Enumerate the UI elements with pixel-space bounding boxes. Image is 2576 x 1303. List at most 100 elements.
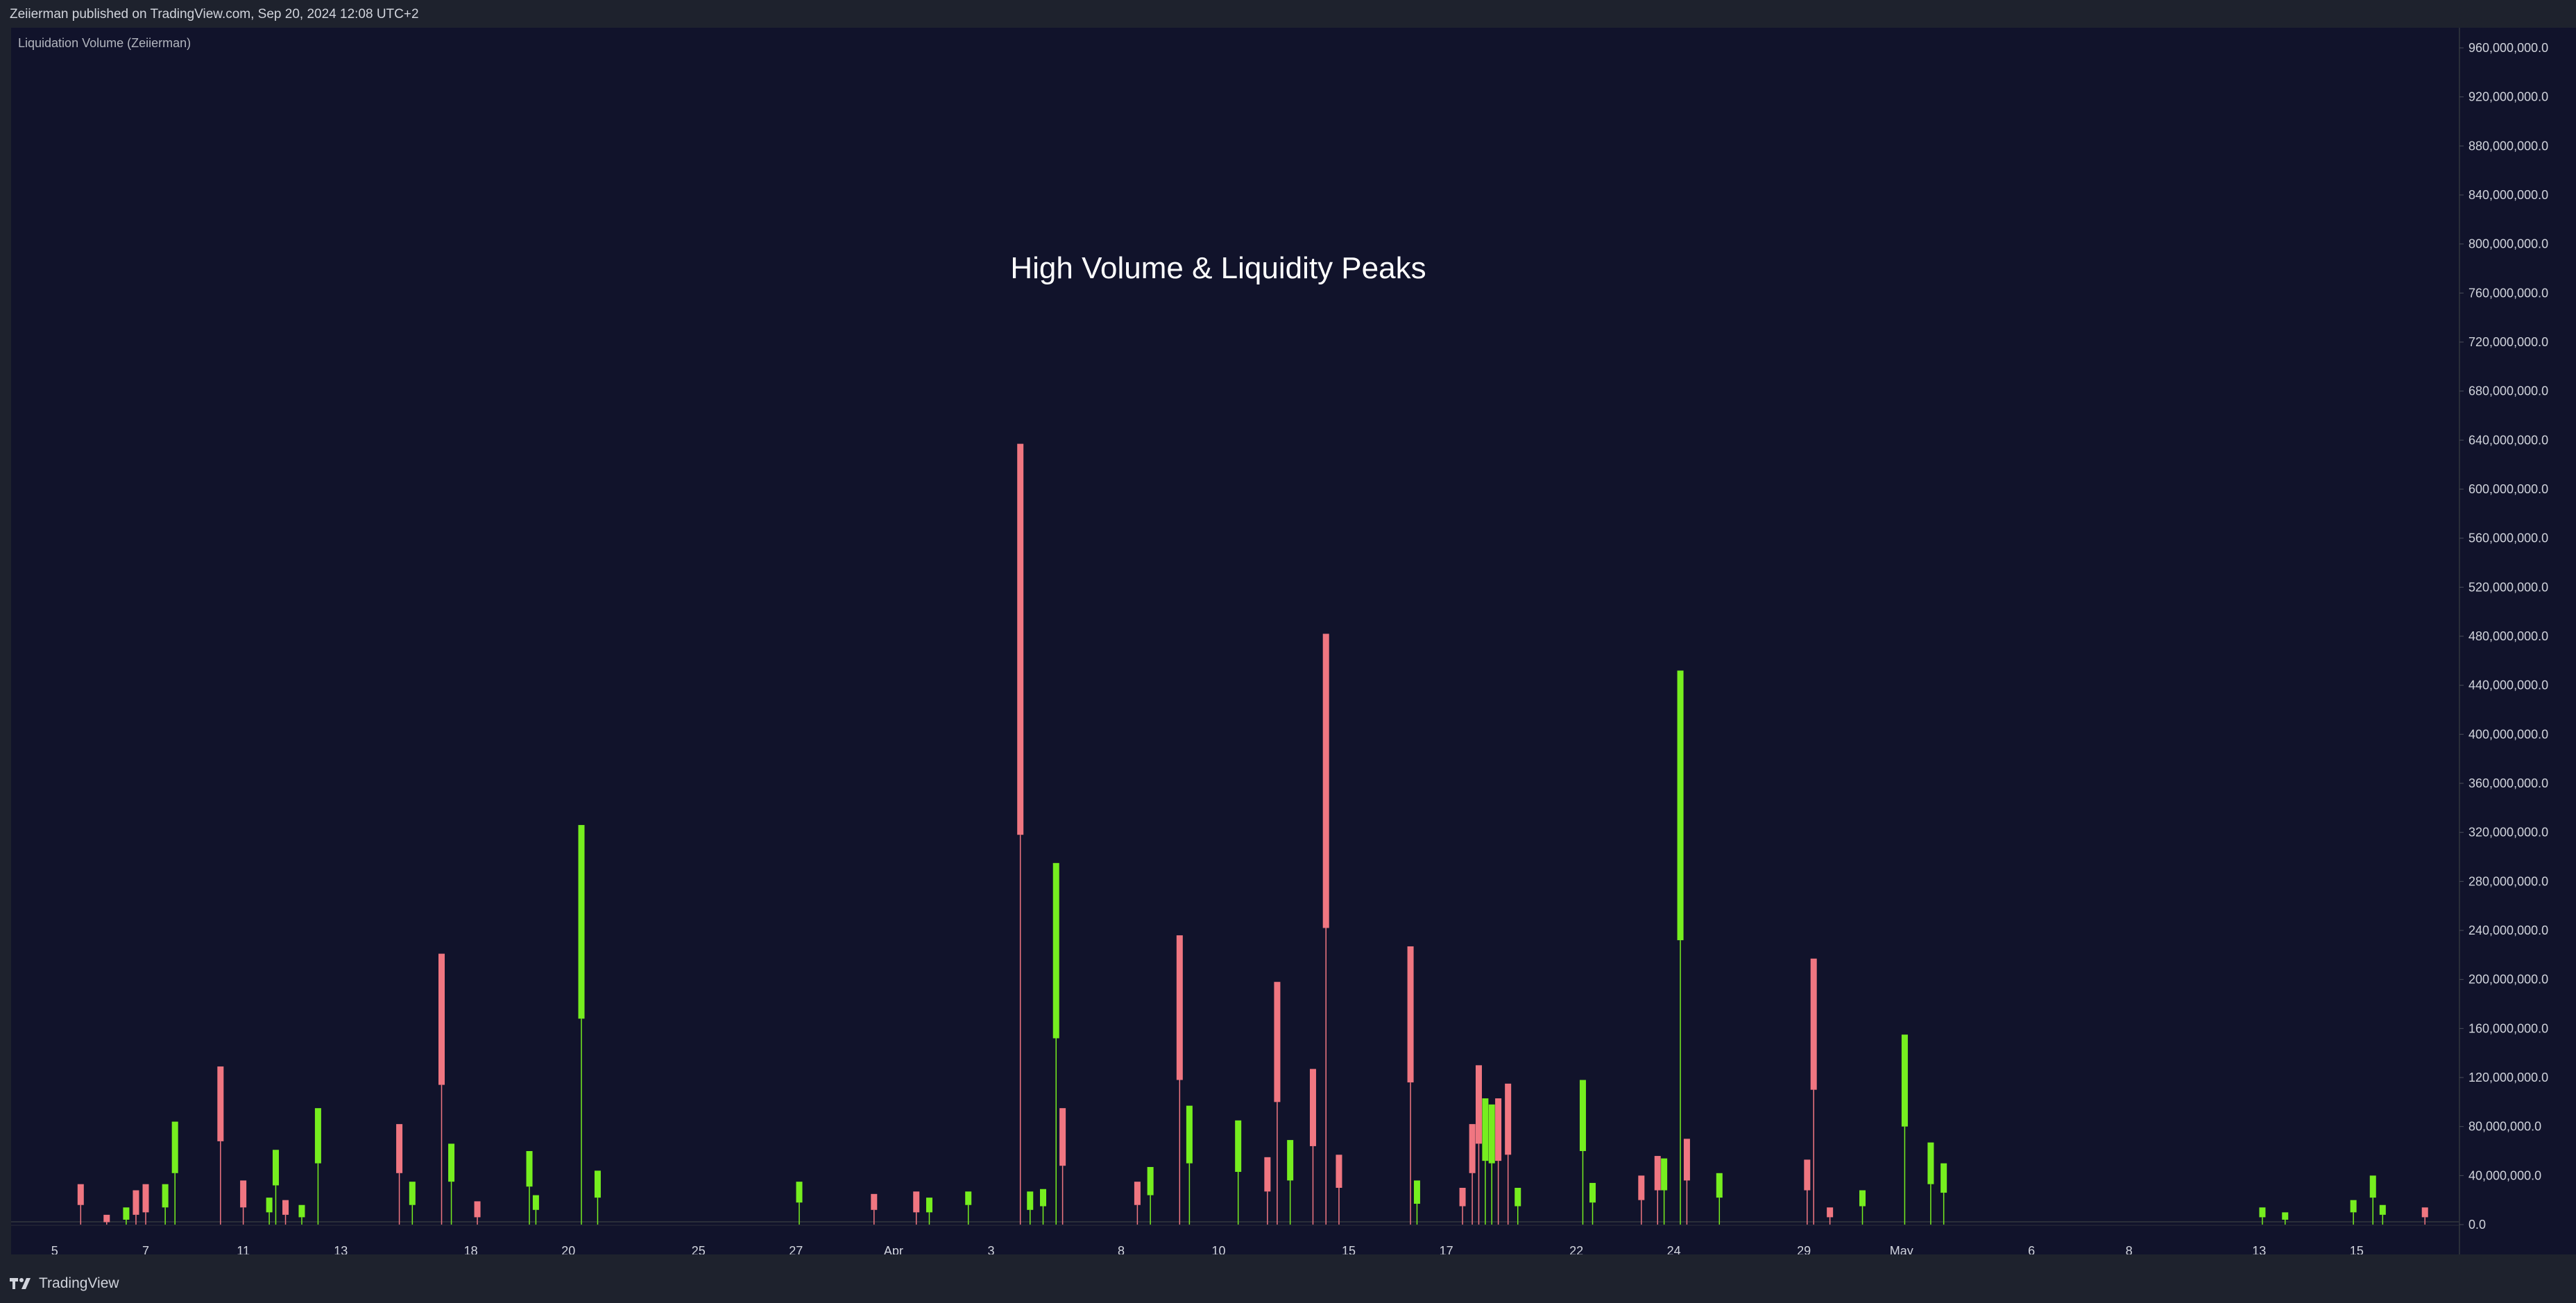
volume-bar[interactable] [240, 1180, 247, 1208]
x-tick-label: 7 [142, 1244, 149, 1258]
volume-bar[interactable] [1059, 1108, 1066, 1166]
volume-bar[interactable] [314, 1108, 321, 1164]
chart-panel[interactable]: Liquidation Volume (Zeiierman) High Volu… [11, 28, 2459, 1221]
volume-bar[interactable] [965, 1191, 972, 1205]
volume-bar[interactable] [526, 1151, 533, 1187]
volume-bar[interactable] [396, 1124, 403, 1173]
volume-bar[interactable] [1505, 1083, 1512, 1155]
volume-bar[interactable] [1176, 935, 1183, 1080]
brand-name: TradingView [39, 1275, 119, 1291]
volume-bar[interactable] [1264, 1157, 1271, 1192]
y-tick-label: 200,000,000.0 [2468, 973, 2548, 987]
volume-bar[interactable] [1579, 1080, 1586, 1151]
volume-bar[interactable] [2369, 1175, 2376, 1198]
volume-bar[interactable] [162, 1184, 169, 1208]
volume-bar[interactable] [77, 1184, 84, 1205]
volume-bar[interactable] [1336, 1155, 1342, 1188]
y-tick-label: 600,000,000.0 [2468, 482, 2548, 496]
volume-bar[interactable] [474, 1201, 481, 1218]
volume-bar[interactable] [871, 1193, 878, 1210]
y-ticks-layer: 0.0 40,000,000.0 80,000,000.0 120,000,000.0… [2459, 41, 2548, 1232]
volume-bar[interactable] [2282, 1212, 2289, 1220]
volume-bar[interactable] [1859, 1190, 1866, 1207]
volume-bar[interactable] [2421, 1207, 2428, 1218]
volume-bar[interactable] [1683, 1139, 1690, 1181]
volume-bar[interactable] [409, 1182, 416, 1205]
volume-bar[interactable] [913, 1191, 920, 1213]
volume-bar[interactable] [2379, 1204, 2386, 1215]
volume-bar[interactable] [1027, 1191, 1034, 1210]
y-tick-label: 840,000,000.0 [2468, 188, 2548, 202]
y-tick-label: 40,000,000.0 [2468, 1168, 2541, 1182]
indicator-legend-label[interactable]: Liquidation Volume (Zeiierman) [18, 36, 191, 50]
chart-annotation-text[interactable]: High Volume & Liquidity Peaks [11, 251, 2425, 286]
y-tick-label: 800,000,000.0 [2468, 237, 2548, 251]
volume-bar[interactable] [1407, 946, 1414, 1083]
volume-bar[interactable] [1927, 1142, 1934, 1184]
volume-bar[interactable] [2259, 1207, 2266, 1218]
volume-bar[interactable] [1482, 1098, 1489, 1161]
y-tick-label: 400,000,000.0 [2468, 727, 2548, 741]
price-axis[interactable] [2459, 28, 2576, 1254]
volume-bar[interactable] [1309, 1068, 1316, 1146]
volume-bar[interactable] [926, 1198, 932, 1213]
volume-bar[interactable] [1287, 1140, 1294, 1181]
volume-bar[interactable] [1488, 1104, 1495, 1164]
volume-bar[interactable] [298, 1204, 305, 1218]
volume-bar[interactable] [1677, 670, 1684, 941]
volume-bar[interactable] [1661, 1158, 1668, 1191]
volume-bar[interactable] [1017, 443, 1024, 835]
brand[interactable]: TradingView [10, 1275, 119, 1292]
y-tick-label: 0.0 [2468, 1218, 2486, 1232]
volume-bar[interactable] [1134, 1182, 1141, 1205]
volume-bar[interactable] [1235, 1120, 1242, 1173]
volume-bar[interactable] [217, 1066, 224, 1141]
volume-bar[interactable] [594, 1170, 601, 1198]
footer: TradingView [0, 1254, 2576, 1303]
volume-bar[interactable] [1804, 1159, 1811, 1191]
volume-bar[interactable] [1638, 1175, 1645, 1200]
volume-bar[interactable] [1469, 1124, 1476, 1173]
bars-layer [11, 443, 2459, 1226]
volume-bar[interactable] [796, 1182, 803, 1203]
volume-bar[interactable] [1589, 1182, 1596, 1203]
volume-bar[interactable] [1515, 1188, 1521, 1207]
volume-bar[interactable] [1716, 1173, 1723, 1198]
volume-bar[interactable] [1052, 862, 1059, 1039]
volume-bar[interactable] [1413, 1180, 1420, 1204]
volume-bar[interactable] [1274, 982, 1281, 1102]
y-tick-label: 640,000,000.0 [2468, 433, 2548, 447]
volume-bar[interactable] [448, 1143, 455, 1182]
volume-bar[interactable] [1654, 1156, 1661, 1191]
volume-bar[interactable] [1475, 1065, 1482, 1144]
volume-bar[interactable] [133, 1190, 139, 1215]
volume-bar[interactable] [1147, 1166, 1154, 1195]
x-tick-label: 8 [1118, 1244, 1125, 1258]
volume-bar[interactable] [1827, 1207, 1834, 1218]
volume-bar[interactable] [1901, 1034, 1908, 1127]
volume-bar[interactable] [1186, 1105, 1193, 1164]
volume-bar[interactable] [171, 1121, 178, 1173]
volume-bar[interactable] [103, 1214, 110, 1223]
time-axis[interactable] [11, 1221, 2459, 1256]
volume-bar[interactable] [272, 1150, 279, 1186]
volume-bar[interactable] [1459, 1188, 1466, 1207]
annotation-label: High Volume & Liquidity Peaks [1010, 251, 1426, 285]
volume-bar[interactable] [123, 1207, 130, 1220]
y-tick-label: 520,000,000.0 [2468, 580, 2548, 594]
volume-bar[interactable] [282, 1200, 289, 1215]
x-tick-label: 3 [988, 1244, 995, 1258]
x-tick-label: 8 [2126, 1244, 2133, 1258]
volume-bar[interactable] [1039, 1189, 1046, 1207]
volume-bar[interactable] [1495, 1098, 1502, 1161]
volume-bar[interactable] [578, 825, 585, 1019]
volume-bar[interactable] [1810, 958, 1817, 1090]
volume-bar[interactable] [1940, 1163, 1947, 1193]
volume-bar[interactable] [266, 1198, 273, 1213]
volume-bar[interactable] [1322, 633, 1329, 928]
volume-bar[interactable] [142, 1184, 149, 1213]
volume-bar[interactable] [438, 953, 445, 1085]
volume-bar[interactable] [2350, 1200, 2357, 1213]
volume-bar[interactable] [532, 1195, 539, 1210]
